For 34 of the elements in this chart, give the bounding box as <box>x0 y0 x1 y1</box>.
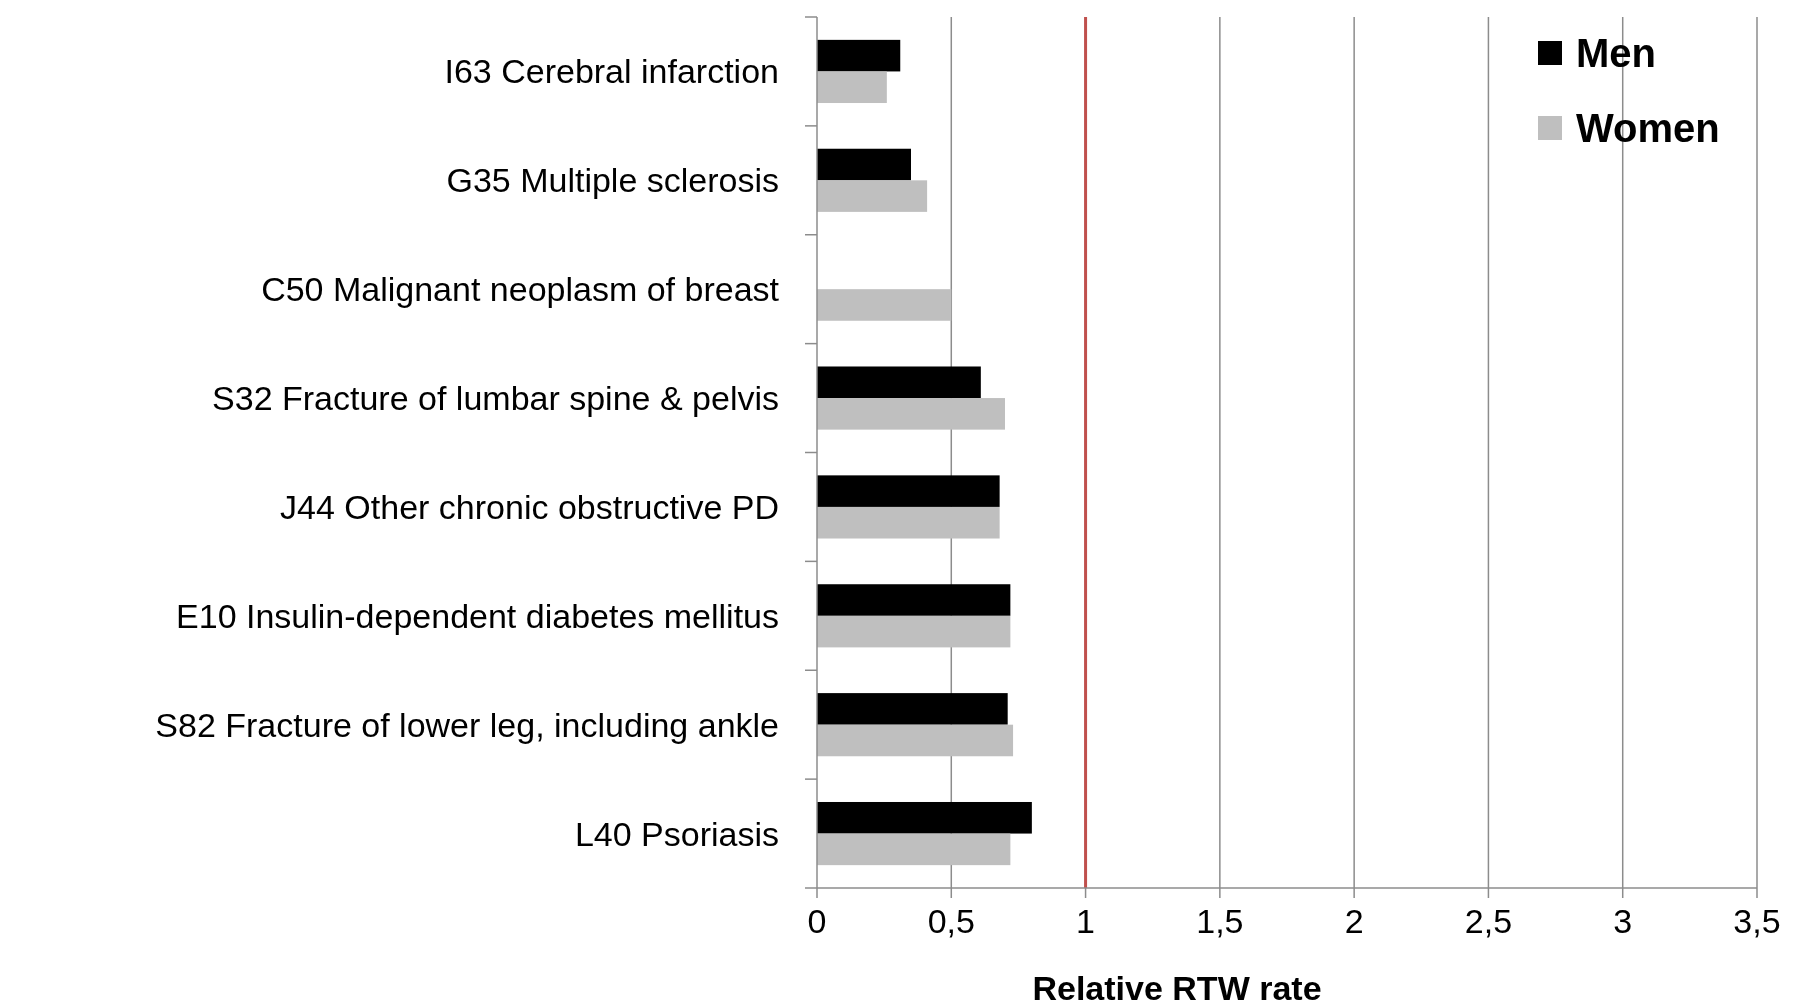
y-tick-label: J44 Other chronic obstructive PD <box>280 487 779 526</box>
bar <box>817 724 1014 757</box>
bar <box>817 366 981 399</box>
y-tick-label: I63 Cerebral infarction <box>444 52 779 91</box>
y-tick-label: S32 Fracture of lumbar spine & pelvis <box>212 379 779 418</box>
x-tick-label: 2,5 <box>1464 902 1513 940</box>
x-tick-label: 1 <box>1076 902 1096 940</box>
y-tick-label: G35 Multiple sclerosis <box>446 161 779 200</box>
bar <box>817 39 901 72</box>
legend-label: Women <box>1576 106 1720 150</box>
bar <box>817 801 1032 834</box>
bar <box>817 398 1005 430</box>
x-tick-label: 3,5 <box>1733 902 1781 940</box>
bar <box>817 506 1000 539</box>
x-tick-label: 2 <box>1344 902 1364 940</box>
y-tick-label: E10 Insulin-dependent diabetes mellitus <box>176 596 779 635</box>
x-axis-title: Relative RTW rate <box>1032 969 1322 1007</box>
bar <box>817 615 1011 648</box>
x-tick-label: 3 <box>1613 902 1633 940</box>
bar <box>817 693 1008 725</box>
bar <box>817 180 928 212</box>
bar <box>817 148 911 181</box>
x-tick-label: 0 <box>807 902 827 940</box>
y-tick-label: L40 Psoriasis <box>574 814 779 853</box>
bar <box>817 71 887 104</box>
bar <box>817 584 1011 616</box>
y-tick-label: S82 Fracture of lower leg, including ankle <box>155 705 779 744</box>
bar <box>817 475 1000 507</box>
x-tick-label: 1,5 <box>1196 902 1244 940</box>
bar <box>817 289 952 321</box>
legend-label: Men <box>1576 31 1656 75</box>
bar <box>817 833 1011 866</box>
x-tick-label: 0,5 <box>927 902 975 940</box>
y-tick-label: C50 Malignant neoplasm of breast <box>261 270 780 309</box>
